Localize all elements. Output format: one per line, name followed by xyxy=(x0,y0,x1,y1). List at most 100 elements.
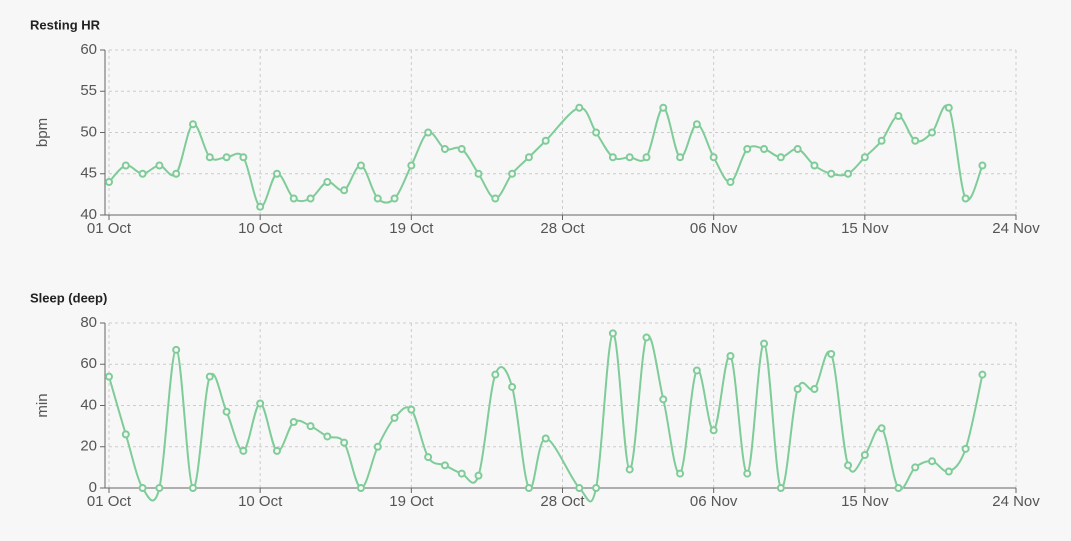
point xyxy=(272,169,281,178)
point xyxy=(844,461,853,470)
point xyxy=(440,145,449,153)
point xyxy=(491,194,500,203)
point xyxy=(172,169,181,178)
point xyxy=(860,451,869,459)
point xyxy=(860,153,869,162)
point xyxy=(356,484,365,492)
y-tick-label: 50 xyxy=(80,123,97,140)
point xyxy=(524,153,533,162)
point xyxy=(928,457,937,466)
point xyxy=(961,444,970,453)
x-tick-label: 10 Oct xyxy=(238,493,283,510)
point xyxy=(659,395,668,404)
y-axis-label: bpm xyxy=(34,118,51,147)
point xyxy=(676,153,685,162)
line xyxy=(108,332,984,503)
point xyxy=(575,484,584,492)
point xyxy=(793,145,802,153)
x-tick-label: 15 Nov xyxy=(841,220,889,237)
point xyxy=(508,382,517,391)
x-tick-label: 24 Nov xyxy=(992,220,1040,237)
point xyxy=(424,453,433,462)
point xyxy=(692,120,701,129)
point xyxy=(810,385,819,393)
point xyxy=(239,153,248,162)
point xyxy=(222,153,231,162)
point xyxy=(709,153,718,162)
point xyxy=(978,161,987,170)
point xyxy=(138,169,147,178)
point xyxy=(894,112,903,120)
point xyxy=(608,329,617,338)
point xyxy=(105,372,113,381)
point xyxy=(659,103,668,112)
point xyxy=(592,128,601,137)
point xyxy=(625,153,634,162)
point xyxy=(827,169,836,178)
point xyxy=(172,345,181,354)
point xyxy=(928,128,937,137)
point xyxy=(188,484,197,492)
x-tick-label: 01 Oct xyxy=(87,493,132,510)
y-tick-label: 0 xyxy=(89,479,97,496)
chart-title: Sleep (deep) xyxy=(30,290,107,305)
point xyxy=(726,352,735,360)
point xyxy=(709,426,718,435)
point xyxy=(407,405,416,414)
point xyxy=(608,153,617,162)
point xyxy=(205,372,214,381)
point xyxy=(760,339,769,348)
point xyxy=(810,161,819,170)
y-tick-label: 20 xyxy=(80,438,97,455)
y-tick-label: 40 xyxy=(80,206,97,223)
point xyxy=(474,169,483,178)
point xyxy=(138,484,147,492)
point xyxy=(256,399,265,408)
line xyxy=(108,104,984,208)
point xyxy=(340,186,349,195)
x-tick-label: 06 Nov xyxy=(690,493,738,510)
point xyxy=(373,194,382,203)
x-tick-label: 15 Nov xyxy=(841,493,889,510)
y-axis-label: min xyxy=(34,393,51,417)
point xyxy=(424,128,433,137)
point xyxy=(760,145,769,153)
point xyxy=(457,469,466,478)
x-tick-label: 06 Nov xyxy=(690,220,738,237)
point xyxy=(642,153,651,162)
point xyxy=(944,103,953,112)
point xyxy=(306,422,315,431)
point xyxy=(155,161,164,170)
point xyxy=(205,153,214,162)
point xyxy=(978,370,987,379)
point xyxy=(340,438,349,447)
point xyxy=(390,413,399,422)
y-tick-label: 40 xyxy=(80,396,97,413)
point xyxy=(676,469,685,478)
point xyxy=(121,161,130,170)
point xyxy=(575,103,584,112)
point xyxy=(323,178,332,186)
point xyxy=(407,161,416,170)
point xyxy=(222,407,231,416)
point xyxy=(188,120,197,129)
point xyxy=(491,370,500,379)
point xyxy=(541,434,550,443)
point xyxy=(894,484,903,492)
point xyxy=(121,430,130,439)
point xyxy=(877,136,886,145)
point xyxy=(776,484,785,492)
point xyxy=(592,484,601,492)
point xyxy=(776,153,785,162)
point xyxy=(541,136,550,145)
x-tick-label: 19 Oct xyxy=(389,493,434,510)
point xyxy=(306,194,315,203)
point xyxy=(743,145,752,153)
point xyxy=(256,202,265,211)
point xyxy=(642,333,651,342)
point xyxy=(272,446,281,455)
y-tick-label: 60 xyxy=(80,355,97,372)
point xyxy=(289,418,298,426)
x-tick-label: 01 Oct xyxy=(87,220,132,237)
